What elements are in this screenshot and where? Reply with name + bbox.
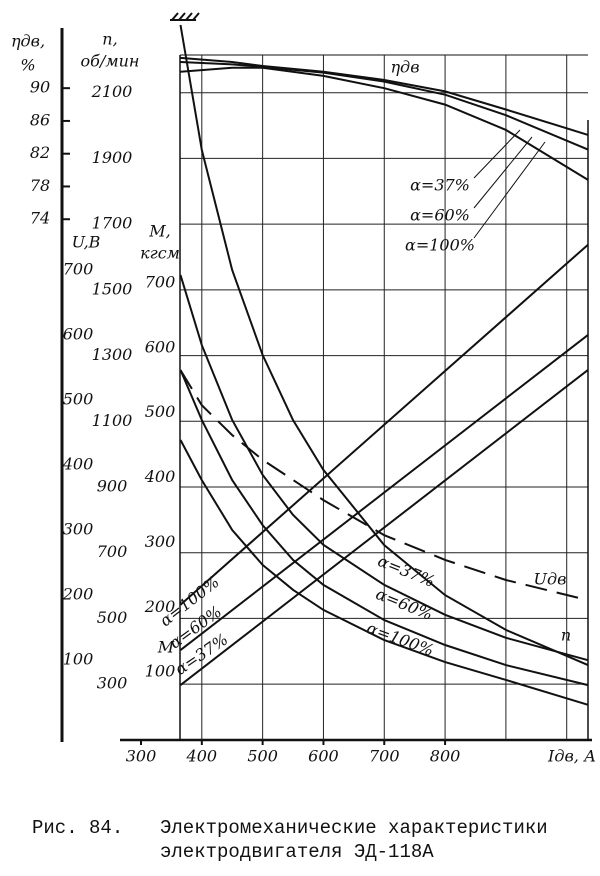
- y-tick-label: 500: [63, 390, 94, 409]
- y-tick-label: 400: [144, 467, 176, 486]
- y-tick-label: 400: [62, 455, 94, 474]
- caption-line: Электромеханические характеристики: [160, 817, 548, 839]
- y-tick-label: 700: [63, 260, 94, 279]
- series-label: α=100%: [364, 618, 436, 660]
- axis-title: кгсм: [140, 244, 180, 263]
- axis-title: M,: [148, 222, 170, 241]
- y-tick-label: 78: [30, 176, 50, 195]
- series-line: [179, 369, 589, 686]
- annotation: M: [157, 638, 175, 657]
- y-tick-label: 500: [145, 402, 176, 421]
- annotation: ηдв: [390, 58, 419, 77]
- x-tick-label: 600: [308, 747, 339, 766]
- series-label: n: [561, 626, 571, 645]
- series-label: Uдв: [534, 570, 567, 589]
- x-tick-label: 700: [369, 747, 400, 766]
- y-tick-label: 600: [145, 337, 176, 356]
- y-tick-label: 700: [97, 542, 128, 561]
- series-label: α=60%: [410, 206, 470, 225]
- y-tick-label: 82: [30, 143, 50, 162]
- y-tick-label: 700: [145, 273, 176, 292]
- y-tick-label: 2100: [91, 82, 133, 101]
- y-tick-label: 100: [145, 662, 176, 681]
- y-tick-label: 90: [30, 78, 50, 97]
- y-tick-label: 900: [97, 477, 128, 496]
- series-line: [179, 369, 589, 602]
- y-tick-label: 600: [63, 325, 94, 344]
- series-line: [180, 56, 589, 136]
- leader-line: [473, 136, 533, 209]
- leader-line: [473, 129, 521, 179]
- series-line: [180, 66, 589, 181]
- y-tick-label: 200: [144, 597, 176, 616]
- y-tick-label: 1700: [92, 214, 133, 233]
- series-line: [179, 24, 589, 667]
- y-tick-label: 86: [30, 110, 50, 129]
- series-line: [179, 274, 589, 662]
- axis-title: %: [20, 56, 35, 75]
- y-tick-label: 1900: [92, 148, 133, 167]
- x-axis-title: Iдв, А: [547, 747, 596, 766]
- y-tick-label: 300: [145, 532, 176, 551]
- series-line: [179, 243, 589, 606]
- series-label: α=100%: [405, 236, 475, 255]
- series-line: [180, 61, 589, 151]
- caption-line: электродвигателя ЭД-118А: [160, 841, 434, 863]
- leader-line: [473, 141, 546, 239]
- axis-title: n,: [102, 30, 117, 49]
- axis-title: об/мин: [81, 52, 140, 71]
- axis-title: U,В: [72, 233, 101, 252]
- series-line: [179, 334, 589, 651]
- axis-title: ηдв,: [11, 32, 45, 51]
- y-tick-label: 1100: [92, 411, 133, 430]
- y-tick-label: 300: [97, 674, 128, 693]
- series-label: α=37%: [410, 176, 470, 195]
- y-tick-label: 1300: [92, 345, 133, 364]
- series-line: [179, 439, 589, 706]
- y-tick-label: 100: [63, 650, 94, 669]
- y-tick-label: 200: [62, 585, 94, 604]
- x-tick-label: 400: [186, 747, 218, 766]
- y-tick-label: 74: [30, 209, 50, 228]
- hatch-symbol: [170, 12, 200, 21]
- y-tick-label: 500: [97, 608, 128, 627]
- y-tick-label: 1500: [92, 279, 133, 298]
- y-tick-label: 300: [63, 520, 94, 539]
- series-line: [179, 369, 589, 687]
- x-tick-label: 800: [430, 747, 461, 766]
- x-tick-label: 300: [126, 747, 157, 766]
- caption-number: Рис. 84.: [32, 817, 123, 839]
- x-tick-label: 500: [247, 747, 278, 766]
